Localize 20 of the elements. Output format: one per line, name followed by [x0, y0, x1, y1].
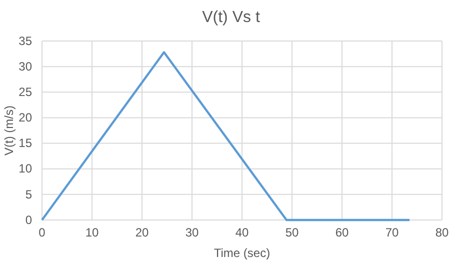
y-tick-label: 20: [18, 110, 32, 125]
y-tick-label: 35: [18, 34, 32, 48]
x-tick-label: 60: [335, 226, 349, 240]
x-tick-label: 40: [235, 226, 249, 240]
x-tick-label: 30: [185, 226, 199, 240]
y-tick-label: 5: [25, 187, 32, 202]
x-axis-title: Time (sec): [214, 246, 270, 260]
x-tick-label: 50: [285, 226, 299, 240]
y-tick-label: 30: [18, 59, 32, 74]
x-tick-label: 10: [85, 226, 99, 240]
x-tick-label: 0: [38, 226, 46, 240]
chart-title: V(t) Vs t: [202, 9, 260, 26]
y-tick-label: 15: [18, 136, 32, 150]
x-tick-label: 70: [385, 226, 399, 240]
x-tick-label: 80: [435, 226, 449, 240]
x-tick-label: 20: [135, 226, 149, 240]
y-tick-label: 25: [18, 84, 32, 99]
y-tick-label: 10: [18, 162, 32, 176]
y-axis-title: V(t) (m/s): [2, 106, 16, 156]
y-tick-label: 0: [25, 212, 32, 227]
